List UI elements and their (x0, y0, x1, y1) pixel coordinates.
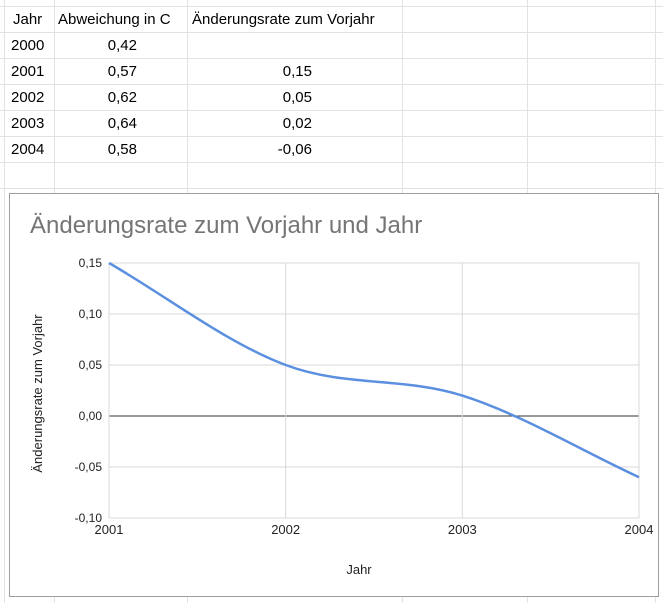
row-divider (0, 58, 663, 59)
y-tick-label: 0,00 (79, 409, 103, 423)
cell-abweichung[interactable]: 0,58 (107, 141, 137, 158)
cell-jahr[interactable]: 2004 (11, 141, 45, 158)
cell-abweichung[interactable]: 0,64 (107, 115, 137, 132)
x-tick-label: 2002 (271, 522, 300, 537)
row-divider (0, 136, 663, 137)
cell-rate[interactable]: -0,06 (277, 141, 312, 158)
y-axis-title: Änderungsrate zum Vorjahr (30, 314, 45, 473)
series-line (108, 261, 640, 479)
row-divider (0, 84, 663, 85)
row-divider (0, 188, 663, 189)
column-divider (4, 0, 5, 603)
y-tick-label: 0,15 (79, 256, 103, 270)
embedded-chart[interactable]: Änderungsrate zum Vorjahr und Jahr 0,15 0… (9, 193, 659, 597)
row-divider (0, 32, 663, 33)
cell-rate[interactable] (192, 33, 312, 59)
header-cell-rate[interactable]: Änderungsrate zum Vorjahr (192, 11, 375, 28)
row-divider (0, 110, 663, 111)
cell-abweichung[interactable]: 0,42 (107, 37, 137, 54)
cell-jahr[interactable]: 2001 (11, 63, 45, 80)
cell-jahr[interactable]: 2000 (11, 37, 45, 54)
cell-jahr[interactable]: 2003 (11, 115, 45, 132)
cell-jahr[interactable]: 2002 (11, 89, 45, 106)
cell-rate[interactable]: 0,15 (282, 63, 312, 80)
row-divider (0, 6, 663, 7)
y-tick-label: -0,05 (75, 460, 103, 474)
row-divider (0, 162, 663, 163)
chart-title: Änderungsrate zum Vorjahr und Jahr (30, 212, 423, 239)
x-axis-title: Jahr (346, 562, 372, 577)
y-tick-label: 0,10 (79, 307, 103, 321)
cell-rate[interactable]: 0,05 (282, 89, 312, 106)
cell-abweichung[interactable]: 0,62 (107, 89, 137, 106)
x-tick-label: 2004 (625, 522, 654, 537)
cell-rate[interactable]: 0,02 (282, 115, 312, 132)
header-cell-jahr[interactable]: Jahr (13, 11, 43, 28)
x-tick-label: 2003 (448, 522, 477, 537)
cell-abweichung[interactable]: 0,57 (107, 63, 137, 80)
header-cell-abweichung[interactable]: Abweichung in C (58, 11, 171, 28)
x-tick-label: 2001 (95, 522, 124, 537)
y-tick-label: -0,10 (75, 511, 103, 525)
y-tick-label: 0,05 (79, 358, 103, 372)
